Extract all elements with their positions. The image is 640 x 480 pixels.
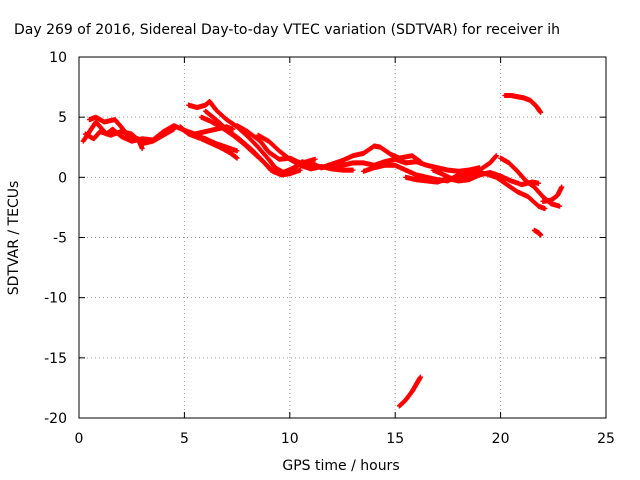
x-tick-label: 25: [597, 431, 615, 447]
y-tick-label: 0: [58, 170, 67, 186]
x-tick-label: 20: [492, 431, 510, 447]
x-tick-label: 5: [180, 431, 189, 447]
data-point: [418, 374, 423, 380]
y-tick-label: 5: [58, 110, 67, 126]
y-tick-label: -10: [44, 291, 67, 307]
axis-ticks: 0 5 10 15 20 25 -20 -15 -10 -5 0 5 10: [44, 50, 615, 447]
y-tick-label: -15: [44, 351, 67, 367]
data-point: [493, 153, 499, 159]
x-tick-label: 10: [281, 431, 299, 447]
y-axis-label: SDTVAR / TECUs: [6, 181, 22, 296]
data-point: [538, 232, 544, 238]
chart-title: Day 269 of 2016, Sidereal Day-to-day VTE…: [14, 22, 560, 38]
y-tick-label: -5: [53, 231, 67, 247]
data-point: [538, 109, 544, 115]
data-point: [542, 206, 548, 212]
data-point: [557, 203, 563, 209]
data-point: [234, 155, 240, 161]
y-tick-label: 10: [49, 50, 67, 66]
grid-lines: [79, 57, 606, 418]
data-points: [80, 93, 565, 409]
x-tick-label: 15: [386, 431, 404, 447]
y-tick-label: -20: [44, 411, 67, 427]
data-point: [559, 184, 565, 190]
data-point: [312, 156, 318, 162]
data-point: [139, 146, 145, 151]
x-tick-label: 0: [75, 431, 84, 447]
data-point: [297, 167, 303, 173]
plot-area: [79, 57, 606, 418]
x-axis-label: GPS time / hours: [282, 458, 399, 474]
data-point: [230, 126, 236, 132]
data-point: [234, 148, 240, 154]
data-point: [171, 126, 177, 132]
data-point: [350, 167, 356, 173]
data-point: [536, 180, 541, 186]
